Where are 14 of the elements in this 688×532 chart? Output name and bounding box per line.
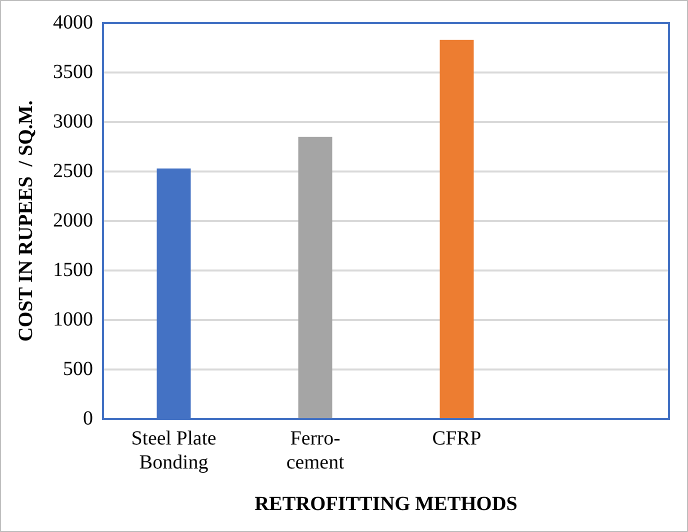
y-tick-label: 1000 — [53, 308, 93, 330]
y-tick-label: 3000 — [53, 110, 93, 132]
y-axis-title: COST IN RUPEES / SQ.M. — [15, 100, 38, 342]
x-axis-title: RETROFITTING METHODS — [254, 493, 518, 516]
y-tick-label: 2500 — [53, 160, 93, 182]
x-tick-label: Ferro- cement — [286, 427, 345, 474]
y-tick-label: 1500 — [53, 258, 93, 281]
y-tick-label: 0 — [83, 407, 93, 430]
y-tick-label: 2000 — [53, 209, 93, 232]
x-tick-label: Steel Plate Bonding — [131, 427, 216, 474]
y-tick-label: 500 — [63, 358, 93, 380]
y-tick-label: 4000 — [53, 11, 93, 34]
x-tick-label: CFRP — [432, 427, 482, 450]
y-tick-label: 3500 — [53, 60, 93, 83]
